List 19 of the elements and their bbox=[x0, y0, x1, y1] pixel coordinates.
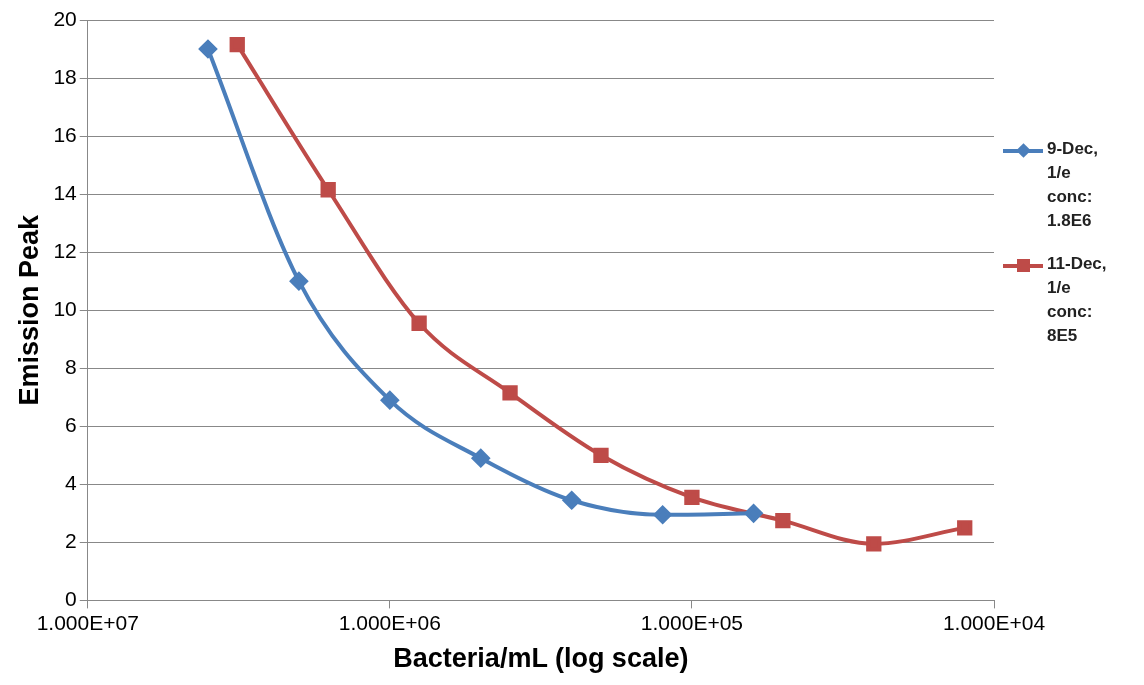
y-tick-label: 4 bbox=[65, 471, 78, 495]
y-tick-label: 8 bbox=[65, 355, 77, 379]
y-tick-label: 6 bbox=[65, 413, 77, 437]
y-tick-label: 0 bbox=[65, 587, 77, 611]
y-tick-label: 2 bbox=[65, 529, 77, 553]
x-tick-label: 1.000E+06 bbox=[338, 610, 441, 634]
y-tick-label: 20 bbox=[53, 6, 77, 30]
legend-label: 11-Dec, 1/e conc: 8E5 bbox=[1047, 253, 1108, 347]
y-tick-label: 12 bbox=[53, 238, 77, 262]
legend-label: 9-Dec, 1/e conc: 1.8E6 bbox=[1047, 138, 1100, 232]
x-tick-label: 1.000E+04 bbox=[942, 610, 1046, 634]
x-axis-title: Bacteria/mL (log scale) bbox=[393, 643, 689, 674]
y-tick-label: 16 bbox=[53, 122, 77, 146]
x-tick-label: 1.000E+05 bbox=[640, 610, 744, 634]
y-tick-label: 14 bbox=[53, 180, 78, 204]
y-tick-label: 18 bbox=[53, 64, 77, 88]
y-tick-label: 10 bbox=[53, 297, 77, 320]
x-tick-label: 1.000E+07 bbox=[36, 610, 139, 634]
y-axis-title: Emission Peak bbox=[13, 213, 44, 406]
